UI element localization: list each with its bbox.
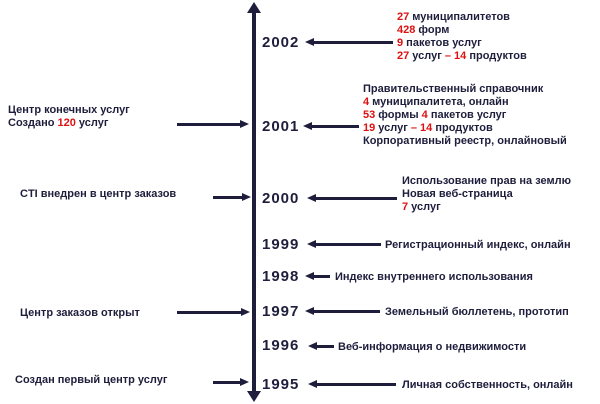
- highlight-number: 4: [363, 96, 370, 108]
- year-label-2002: 2002: [262, 34, 300, 51]
- text-segment: услуг: [75, 117, 109, 129]
- annotation-line: CTI внедрен в центр заказов: [20, 188, 176, 201]
- highlight-number: 53: [363, 109, 376, 121]
- axis-arrow-up-icon: [247, 2, 261, 13]
- annotation-right-1998: Индекс внутреннего использования: [335, 271, 533, 284]
- highlight-number: 428: [397, 24, 416, 36]
- arrow-left-2001-icon: [303, 122, 359, 130]
- highlight-number: 19: [363, 122, 376, 134]
- text-segment: форм: [415, 24, 450, 36]
- annotation-right-1999: Регистрационный индекс, онлайн: [385, 239, 571, 252]
- annotation-line: Веб-информация о недвижимости: [338, 341, 526, 354]
- text-segment: Регистрационный индекс, онлайн: [385, 239, 571, 251]
- text-segment: пакетов услуг: [427, 109, 507, 121]
- annotation-line: 19 услуг – 14 продуктов: [363, 122, 567, 135]
- text-segment: CTI внедрен в центр заказов: [20, 188, 177, 200]
- axis-arrow-down-icon: [247, 391, 261, 402]
- text-segment: услуг: [408, 201, 441, 213]
- arrow-right-2001-icon: [177, 120, 249, 128]
- text-segment: муниципалитетов: [409, 11, 510, 23]
- arrow-right-2000-icon: [213, 193, 251, 201]
- arrow-left-1996-icon: [308, 342, 334, 350]
- year-label-1996: 1996: [262, 337, 300, 354]
- annotation-line: Центр заказов открыт: [20, 307, 140, 320]
- annotation-line: Регистрационный индекс, онлайн: [385, 239, 571, 252]
- text-segment: Создано: [8, 117, 58, 129]
- year-label-1995: 1995: [262, 376, 300, 393]
- arrow-left-2000-icon: [307, 194, 397, 202]
- text-segment: Новая веб-страница: [402, 188, 513, 200]
- text-segment: Использование прав на землю: [402, 175, 572, 187]
- highlight-number: 27: [397, 50, 410, 62]
- arrow-right-1995-icon: [213, 378, 249, 386]
- arrow-left-2002-icon: [305, 38, 393, 46]
- annotation-right-2002: 27 муниципалитетов 428 форм 9 пакетов ус…: [397, 11, 527, 63]
- year-label-1999: 1999: [262, 236, 300, 253]
- annotation-left-2001: Центр конечных услуг Создано 120 услуг: [8, 104, 130, 130]
- year-label-2001: 2001: [262, 118, 300, 135]
- text-segment: Земельный бюллетень, прототип: [385, 306, 569, 318]
- highlight-number: – 14: [410, 122, 433, 134]
- arrow-left-1995-icon: [308, 380, 396, 388]
- highlight-number: 120: [57, 117, 76, 129]
- annotation-line: Личная собственность, онлайн: [402, 379, 573, 392]
- annotation-line: Индекс внутреннего использования: [335, 271, 533, 284]
- text-segment: услуг: [409, 50, 445, 62]
- annotation-line: Корпоративный реестр, онлайновый: [363, 135, 567, 148]
- text-segment: Индекс внутреннего использования: [335, 271, 533, 283]
- annotation-line: 27 услуг – 14 продуктов: [397, 50, 527, 63]
- text-segment: Создан первый центр услуг: [15, 374, 168, 386]
- arrow-left-1998-icon: [305, 272, 330, 280]
- text-segment: Центр заказов открыт: [20, 307, 140, 319]
- text-segment: Центр конечных услуг: [8, 104, 130, 116]
- annotation-right-2000: Использование прав на землю Новая веб-ст…: [402, 175, 571, 214]
- text-segment: услуг: [375, 122, 411, 134]
- annotation-right-1995: Личная собственность, онлайн: [402, 379, 573, 392]
- annotation-line: Земельный бюллетень, прототип: [385, 306, 569, 319]
- year-label-1997: 1997: [262, 303, 300, 320]
- text-segment: Личная собственность, онлайн: [402, 379, 573, 391]
- arrow-right-1997-icon: [177, 308, 250, 316]
- text-segment: продуктов: [466, 50, 527, 62]
- arrow-left-1997-icon: [305, 307, 380, 315]
- text-segment: Правительственный справочник: [363, 83, 544, 95]
- annotation-line: 428 форм: [397, 24, 527, 37]
- annotation-line: 4 муниципалитета, онлайн: [363, 96, 567, 109]
- annotation-line: 7 услуг: [402, 201, 571, 214]
- annotation-line: 53 формы 4 пакетов услуг: [363, 109, 567, 122]
- annotation-right-1997: Земельный бюллетень, прототип: [385, 306, 569, 319]
- text-segment: Корпоративный реестр, онлайновый: [363, 135, 567, 147]
- text-segment: продуктов: [432, 122, 493, 134]
- text-segment: формы: [375, 109, 422, 121]
- annotation-line: Центр конечных услуг: [8, 104, 130, 117]
- annotation-line: Новая веб-страница: [402, 188, 571, 201]
- text-segment: пакетов услуг: [403, 37, 482, 49]
- highlight-number: – 14: [444, 50, 467, 62]
- annotation-left-2000: CTI внедрен в центр заказов: [20, 188, 176, 201]
- annotation-line: Создан первый центр услуг: [15, 374, 167, 387]
- year-label-2000: 2000: [262, 190, 300, 207]
- highlight-number: 7: [402, 201, 409, 213]
- highlight-number: 27: [397, 11, 410, 23]
- annotation-right-2001: Правительственный справочник 4 муниципал…: [363, 83, 567, 148]
- annotation-left-1995: Создан первый центр услуг: [15, 374, 167, 387]
- annotation-right-1996: Веб-информация о недвижимости: [338, 341, 526, 354]
- timeline-axis: [252, 10, 256, 394]
- highlight-number: 4: [421, 109, 428, 121]
- highlight-number: 9: [397, 37, 404, 49]
- annotation-line: Правительственный справочник: [363, 83, 567, 96]
- text-segment: муниципалитета, онлайн: [369, 96, 509, 108]
- text-segment: Веб-информация о недвижимости: [338, 341, 527, 353]
- year-label-1998: 1998: [262, 268, 300, 285]
- annotation-line: 9 пакетов услуг: [397, 37, 527, 50]
- annotation-line: Использование прав на землю: [402, 175, 571, 188]
- arrow-left-1999-icon: [307, 240, 381, 248]
- annotation-line: 27 муниципалитетов: [397, 11, 527, 24]
- annotation-left-1997: Центр заказов открыт: [20, 307, 140, 320]
- annotation-line: Создано 120 услуг: [8, 117, 130, 130]
